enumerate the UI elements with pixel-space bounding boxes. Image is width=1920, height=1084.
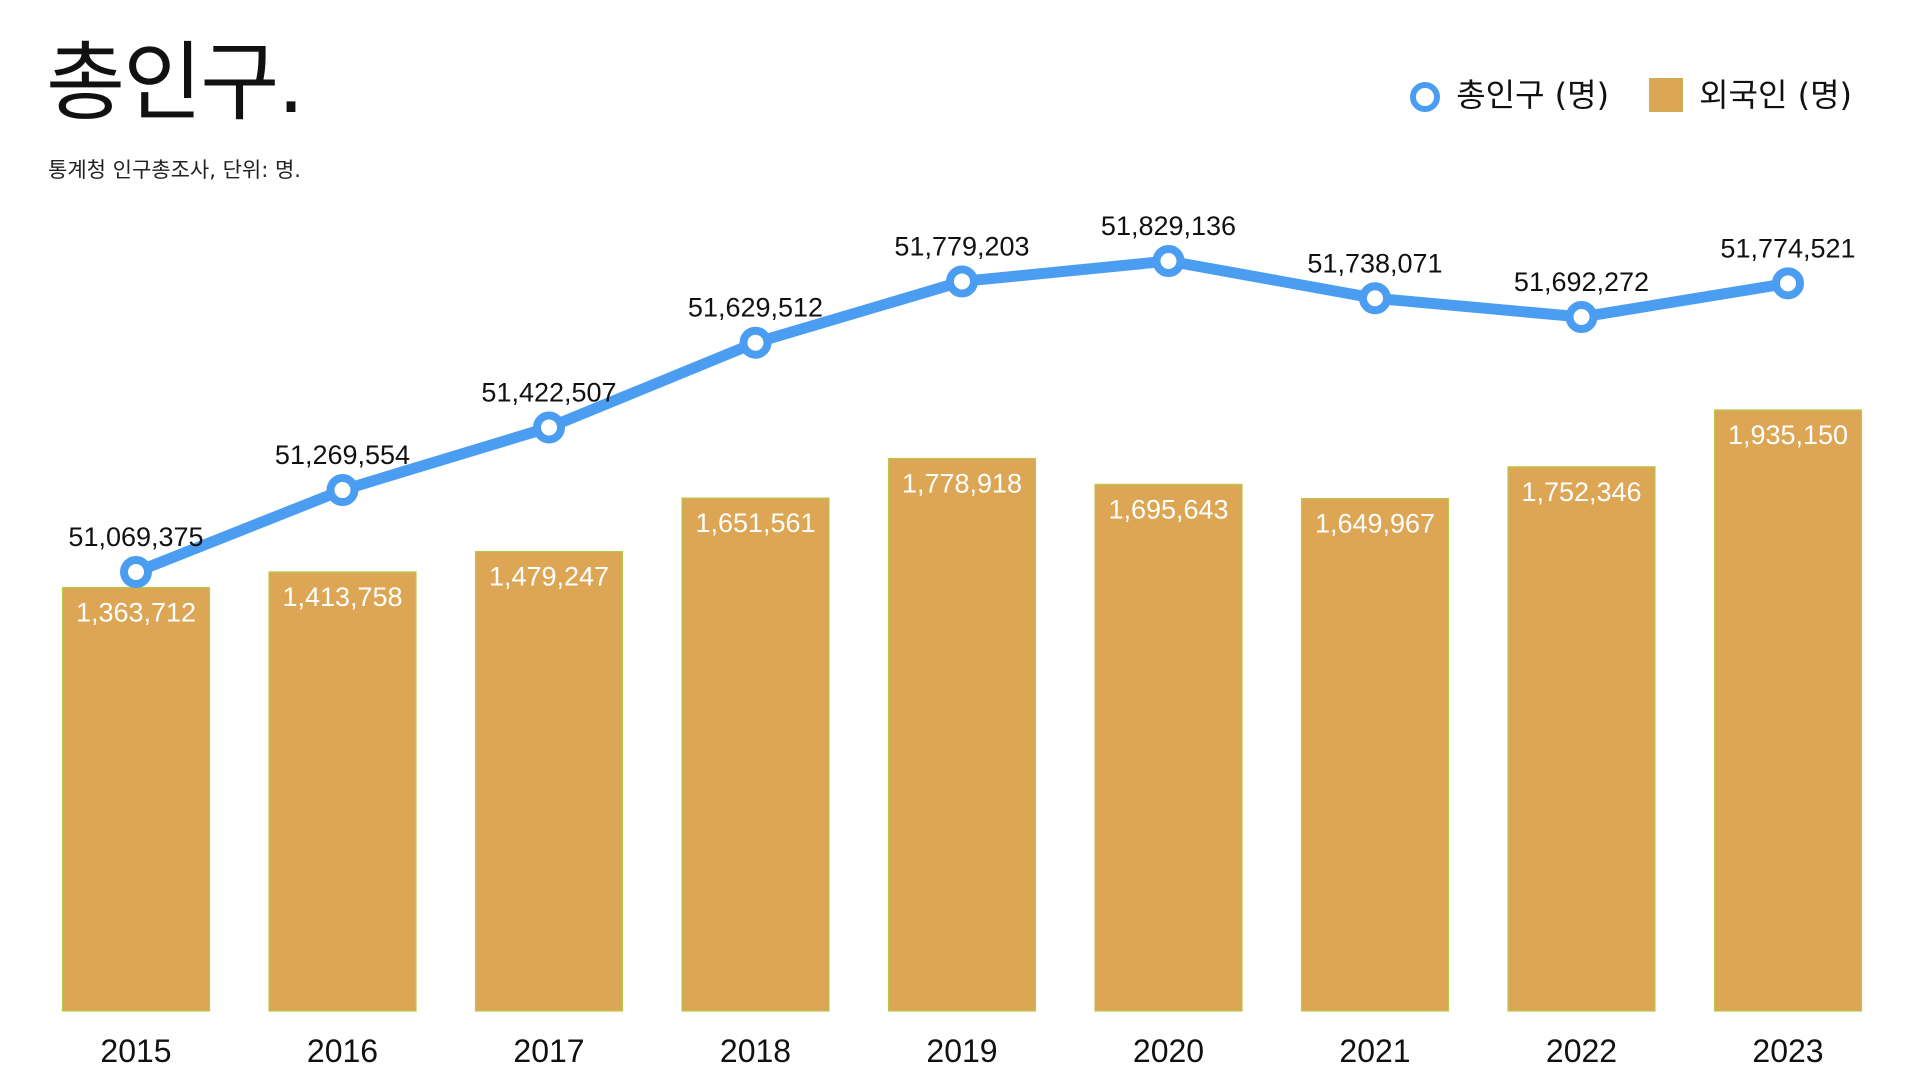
line-point-2023 <box>1772 267 1804 300</box>
line-value-label-2016: 51,269,554 <box>275 440 410 470</box>
line-point-2021 <box>1359 282 1391 315</box>
bar-2023 <box>1713 409 1863 1012</box>
legend-item-total-population: 총인구 (명) <box>1406 78 1609 112</box>
bar-value-label-2016: 1,413,758 <box>282 582 402 612</box>
line-value-label-2017: 51,422,507 <box>481 377 616 407</box>
line-value-label-2019: 51,779,203 <box>894 231 1029 261</box>
bar-value-label-2021: 1,649,967 <box>1315 509 1435 539</box>
bar-2020 <box>1094 483 1243 1012</box>
bar-value-label-2018: 1,651,561 <box>695 508 815 538</box>
chart-title: 총인구. <box>46 33 305 133</box>
legend-label-foreigners: 외국인 (명) <box>1699 76 1852 114</box>
line-point-2020 <box>1152 245 1185 277</box>
x-tick-label-2015: 2015 <box>100 1033 171 1069</box>
line-value-label-2021: 51,738,071 <box>1307 248 1442 278</box>
bar-2019 <box>887 457 1037 1012</box>
x-tick-label-2022: 2022 <box>1546 1033 1617 1069</box>
line-point-2017 <box>533 411 565 444</box>
line-value-label-2023: 51,774,521 <box>1720 233 1855 263</box>
bar-2015 <box>61 586 211 1012</box>
line-point-2022 <box>1565 301 1598 334</box>
legend-label-total-population: 총인구 (명) <box>1456 76 1610 114</box>
line-marker-icon <box>1406 78 1441 112</box>
bar-value-label-2023: 1,935,150 <box>1728 420 1848 450</box>
bar-series: 1,363,712 2015 1,413,758 2016 1,479,247 2017 1… <box>61 409 1863 1069</box>
bar-value-label-2019: 1,778,918 <box>902 469 1022 499</box>
bar-value-label-2020: 1,695,643 <box>1108 494 1228 524</box>
bar-2016 <box>268 571 417 1012</box>
bar-value-label-2015: 1,363,712 <box>76 597 196 627</box>
bar-2022 <box>1507 466 1656 1012</box>
x-tick-label-2016: 2016 <box>307 1033 378 1069</box>
line-series: 51,069,375 51,269,554 51,422,507 51,629,512… <box>68 211 1856 588</box>
line-value-label-2015: 51,069,375 <box>68 522 203 552</box>
x-tick-label-2017: 2017 <box>513 1033 584 1069</box>
line-point-2015 <box>120 556 152 588</box>
x-tick-label-2023: 2023 <box>1752 1033 1823 1069</box>
bar-swatch-icon <box>1649 78 1684 112</box>
x-tick-label-2021: 2021 <box>1339 1033 1410 1069</box>
bar-2017 <box>474 550 624 1012</box>
line-value-label-2022: 51,692,272 <box>1514 267 1649 297</box>
line-point-2019 <box>946 265 978 298</box>
chart-legend: 총인구 (명) 외국인 (명) <box>1406 78 1852 112</box>
x-tick-label-2018: 2018 <box>720 1033 791 1069</box>
bar-value-label-2022: 1,752,346 <box>1521 477 1641 507</box>
line-value-label-2018: 51,629,512 <box>688 293 823 323</box>
x-tick-label-2020: 2020 <box>1133 1033 1204 1069</box>
line-point-2018 <box>739 326 772 359</box>
bar-2021 <box>1300 497 1450 1012</box>
bar-value-label-2017: 1,479,247 <box>489 562 609 592</box>
line-point-2016 <box>326 474 359 507</box>
line-value-label-2020: 51,829,136 <box>1101 211 1236 241</box>
x-tick-label-2019: 2019 <box>926 1033 997 1069</box>
bar-2018 <box>681 497 830 1012</box>
chart-subtitle: 통계청 인구총조사, 단위: 명. <box>48 158 301 182</box>
legend-item-foreigners: 외국인 (명) <box>1649 78 1852 112</box>
